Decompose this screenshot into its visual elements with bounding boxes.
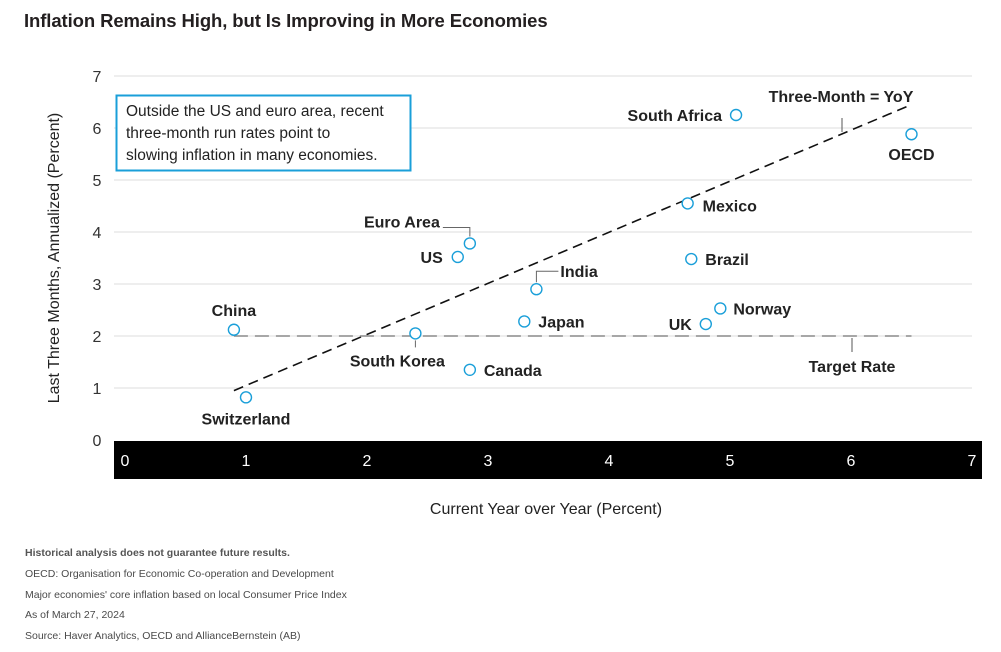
point-label-brazil: Brazil: [705, 252, 749, 269]
data-point-mexico: [681, 197, 694, 210]
scatter-chart: 0 1 2 3 4 5 6 7 0 1 2 3 4 5 6 7 Current Year over Year (…: [46, 69, 982, 518]
data-point-china: [227, 323, 241, 336]
data-point-brazil: [685, 252, 698, 266]
point-label-switzerland: Switzerland: [202, 411, 291, 428]
point-label-india: India: [560, 264, 597, 281]
y-tick-label: 3: [93, 277, 102, 294]
x-axis-label: Current Year over Year (Percent): [430, 501, 662, 518]
x-tick-label: 6: [847, 453, 856, 470]
x-tick-label: 5: [726, 453, 735, 470]
callout-text-line: Outside the US and euro area, recent: [126, 103, 384, 120]
x-tick-label: 4: [605, 453, 614, 470]
x-tick-label: 0: [121, 453, 130, 470]
data-point-norway: [714, 302, 727, 315]
point-label-mexico: Mexico: [703, 198, 757, 215]
yoy-reference-line: [233, 103, 912, 392]
yoy-line-label: Three-Month = YoY: [769, 89, 914, 106]
data-point-india: [530, 283, 543, 296]
data-point-south-korea: [409, 327, 422, 340]
footnote-source: Source: Haver Analytics, OECD and Allian…: [25, 630, 301, 643]
footnotes: Historical analysis does not guarantee f…: [25, 546, 347, 650]
data-point-euro-area: [463, 237, 477, 250]
data-point-canada: [463, 363, 477, 376]
data-point-oecd: [905, 128, 918, 141]
point-label-norway: Norway: [733, 301, 791, 318]
y-tick-label: 1: [93, 381, 102, 398]
footnote-disclaimer: Historical analysis does not guarantee f…: [25, 547, 290, 559]
callout-text-line: three-month run rates point to: [126, 125, 330, 142]
data-point-south-africa: [729, 108, 743, 122]
y-tick-label: 7: [93, 69, 102, 86]
y-tick-label: 0: [93, 433, 102, 450]
leader-line-euro-area: [442, 226, 471, 237]
y-tick-label: 4: [93, 225, 102, 242]
callout-box: [115, 94, 412, 172]
x-tick-label: 3: [484, 453, 493, 470]
data-point-switzerland: [239, 391, 253, 404]
footnote-method: Major economies' core inflation based on…: [25, 588, 347, 601]
target-rate-label: Target Rate: [809, 359, 896, 376]
leader-line-india: [535, 270, 559, 283]
point-label-japan: Japan: [538, 314, 584, 331]
point-label-euro-area: Euro Area: [364, 214, 440, 231]
point-label-south-africa: South Africa: [628, 108, 723, 125]
point-label-south-korea: South Korea: [350, 353, 445, 370]
point-label-china: China: [212, 303, 257, 320]
data-point-japan: [518, 315, 531, 328]
x-tick-label: 1: [242, 453, 251, 470]
x-tick-label: 7: [968, 453, 977, 470]
footnote-date: As of March 27, 2024: [25, 609, 125, 622]
chart-title: Inflation Remains High, but Is Improving…: [24, 10, 548, 31]
data-point-uk: [699, 317, 712, 331]
callout-text-line: slowing inflation in many economies.: [126, 147, 378, 164]
point-label-oecd: OECD: [888, 147, 934, 164]
x-axis-band: [114, 441, 982, 479]
point-label-canada: Canada: [484, 363, 542, 380]
point-label-uk: UK: [669, 317, 693, 334]
footnote-oecd: OECD: Organisation for Economic Co-opera…: [25, 567, 334, 580]
data-point-us: [451, 250, 464, 264]
y-tick-label: 5: [93, 173, 102, 190]
y-tick-label: 6: [93, 121, 102, 138]
y-axis-label: Last Three Months, Annualized (Percent): [46, 113, 63, 404]
x-tick-label: 2: [363, 453, 372, 470]
y-tick-label: 2: [93, 329, 102, 346]
point-label-us: US: [421, 250, 444, 267]
